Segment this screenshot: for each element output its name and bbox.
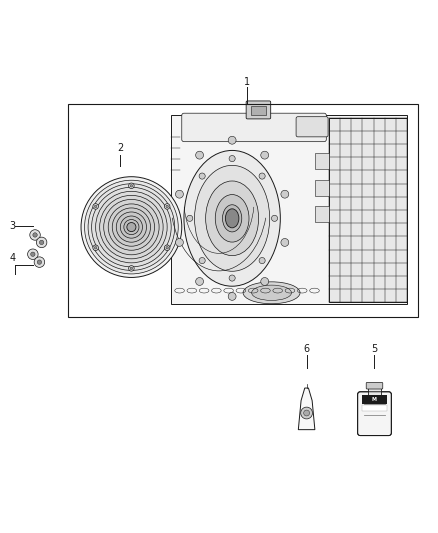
Ellipse shape bbox=[226, 209, 239, 228]
Ellipse shape bbox=[120, 216, 142, 238]
Text: 4: 4 bbox=[9, 253, 15, 263]
Circle shape bbox=[130, 267, 133, 270]
Bar bbox=[328, 118, 407, 302]
Ellipse shape bbox=[259, 257, 265, 264]
Circle shape bbox=[39, 240, 44, 245]
Bar bbox=[251, 106, 266, 115]
FancyBboxPatch shape bbox=[296, 117, 328, 137]
FancyBboxPatch shape bbox=[246, 101, 271, 119]
Ellipse shape bbox=[187, 215, 193, 221]
Circle shape bbox=[37, 260, 42, 264]
Circle shape bbox=[36, 237, 47, 248]
Circle shape bbox=[129, 183, 134, 189]
Ellipse shape bbox=[112, 208, 151, 246]
Bar bbox=[362, 405, 387, 411]
Bar bbox=[171, 115, 407, 304]
Ellipse shape bbox=[85, 180, 178, 274]
Circle shape bbox=[281, 238, 289, 246]
Circle shape bbox=[93, 204, 99, 209]
Text: M: M bbox=[372, 397, 377, 402]
Bar bbox=[315, 206, 328, 222]
FancyBboxPatch shape bbox=[366, 383, 383, 389]
Ellipse shape bbox=[117, 212, 146, 242]
Circle shape bbox=[94, 246, 97, 249]
Ellipse shape bbox=[194, 165, 270, 271]
Circle shape bbox=[129, 265, 134, 271]
Ellipse shape bbox=[81, 177, 182, 278]
Circle shape bbox=[30, 230, 40, 240]
Bar bbox=[328, 118, 407, 302]
Ellipse shape bbox=[108, 204, 155, 251]
Ellipse shape bbox=[127, 223, 136, 232]
Circle shape bbox=[176, 190, 184, 198]
Circle shape bbox=[166, 205, 169, 208]
Circle shape bbox=[281, 190, 289, 198]
Circle shape bbox=[33, 233, 37, 237]
FancyBboxPatch shape bbox=[182, 113, 326, 142]
Ellipse shape bbox=[223, 205, 242, 232]
Circle shape bbox=[34, 257, 45, 268]
Circle shape bbox=[228, 293, 236, 300]
Circle shape bbox=[196, 151, 204, 159]
Ellipse shape bbox=[272, 215, 278, 221]
Ellipse shape bbox=[88, 184, 175, 270]
Circle shape bbox=[164, 204, 170, 209]
Circle shape bbox=[196, 278, 204, 286]
Ellipse shape bbox=[100, 196, 163, 259]
Circle shape bbox=[166, 246, 169, 249]
Circle shape bbox=[261, 278, 268, 286]
Ellipse shape bbox=[251, 285, 291, 301]
Ellipse shape bbox=[259, 173, 265, 179]
Text: 2: 2 bbox=[117, 143, 124, 152]
Circle shape bbox=[261, 151, 268, 159]
Circle shape bbox=[130, 184, 133, 187]
Ellipse shape bbox=[92, 187, 171, 267]
Text: 5: 5 bbox=[371, 344, 378, 354]
Ellipse shape bbox=[199, 173, 205, 179]
Bar bbox=[68, 104, 418, 317]
Text: 6: 6 bbox=[304, 344, 310, 354]
Circle shape bbox=[28, 249, 38, 260]
Ellipse shape bbox=[184, 150, 280, 286]
FancyBboxPatch shape bbox=[357, 392, 392, 435]
Circle shape bbox=[176, 238, 184, 246]
Circle shape bbox=[31, 252, 35, 256]
Ellipse shape bbox=[229, 156, 235, 161]
Ellipse shape bbox=[206, 181, 258, 256]
Circle shape bbox=[93, 245, 99, 251]
Ellipse shape bbox=[124, 220, 139, 235]
Bar bbox=[315, 154, 328, 169]
Ellipse shape bbox=[243, 282, 300, 304]
Text: 1: 1 bbox=[244, 77, 251, 87]
Circle shape bbox=[164, 245, 170, 251]
Bar bbox=[362, 395, 387, 404]
Polygon shape bbox=[298, 388, 315, 430]
Ellipse shape bbox=[199, 257, 205, 264]
Ellipse shape bbox=[229, 275, 235, 281]
Ellipse shape bbox=[95, 191, 167, 263]
Circle shape bbox=[94, 205, 97, 208]
Circle shape bbox=[301, 407, 312, 419]
Bar bbox=[368, 387, 381, 395]
Ellipse shape bbox=[215, 195, 249, 242]
Bar bbox=[315, 180, 328, 196]
Circle shape bbox=[304, 410, 310, 416]
Ellipse shape bbox=[104, 199, 159, 255]
Text: 3: 3 bbox=[9, 221, 15, 231]
Circle shape bbox=[228, 136, 236, 144]
